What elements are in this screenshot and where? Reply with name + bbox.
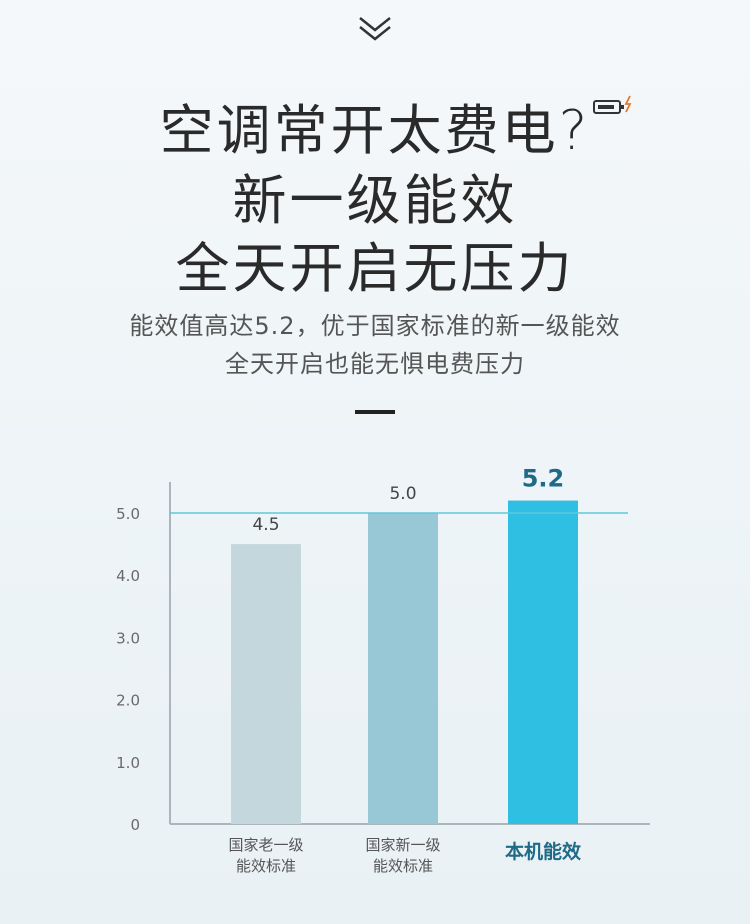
x-tick-label: 能效标准	[373, 857, 433, 875]
bar	[508, 500, 578, 824]
x-tick-label: 能效标准	[236, 857, 296, 875]
x-tick-label: 本机能效	[505, 840, 581, 863]
chevron-down-icon	[359, 17, 391, 41]
y-tick-label: 5.0	[116, 505, 140, 523]
subtitle-line-2: 全天开启也能无惧电费压力	[225, 350, 525, 378]
y-tick-label: 2.0	[116, 692, 140, 710]
headline-line-3: 全天开启无压力	[175, 237, 575, 300]
x-tick-label: 国家新一级	[365, 836, 440, 854]
bar	[368, 513, 438, 824]
headline-line-1: 空调常开太费电?	[159, 99, 591, 162]
bar-value-label: 5.2	[522, 465, 565, 493]
x-tick-label: 国家老一级	[228, 836, 303, 854]
y-tick-label: 1.0	[116, 754, 140, 772]
bar	[231, 544, 301, 824]
y-tick-label: 4.0	[116, 567, 140, 585]
battery-charge-icon	[593, 95, 632, 114]
bar-value-label: 5.0	[389, 484, 416, 504]
bar-value-label: 4.5	[252, 515, 279, 535]
subtitle-line-1: 能效值高达5.2，优于国家标准的新一级能效	[129, 312, 621, 340]
y-tick-label: 0	[130, 816, 140, 834]
divider-dash	[355, 410, 395, 414]
headline-line-2: 新一级能效	[232, 169, 518, 232]
y-tick-label: 3.0	[116, 629, 140, 647]
